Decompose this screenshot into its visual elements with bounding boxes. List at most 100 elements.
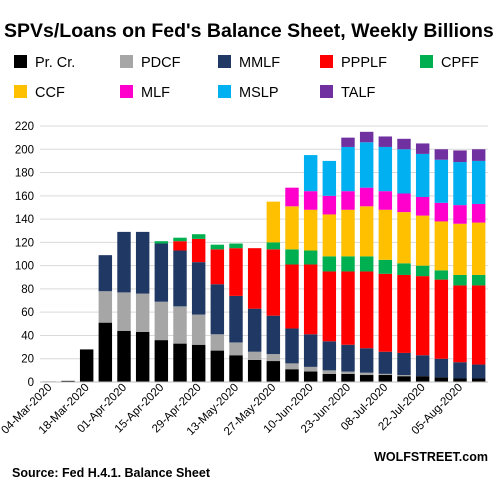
bar-segment-cpff xyxy=(341,256,355,272)
bar-segment-ppplf xyxy=(341,271,355,345)
bar-segment-mslp xyxy=(378,146,393,192)
bar-segment-mlf xyxy=(322,195,337,215)
legend-label: TALF xyxy=(341,85,376,101)
bar-segment-mslp xyxy=(397,149,411,194)
bar-segment-mlf xyxy=(285,187,299,207)
bar-segment-ppplf xyxy=(229,248,243,296)
bar-segment-ppplf xyxy=(359,271,374,349)
chart-title: SPVs/Loans on Fed's Balance Sheet, Weekl… xyxy=(4,20,497,42)
y-tick-label: 180 xyxy=(15,168,34,180)
bar-segment-pdcf xyxy=(322,370,337,374)
bar-segment-mlf xyxy=(378,191,393,210)
bar-segment-mlf xyxy=(397,193,411,213)
bar-segment-cpff xyxy=(378,259,393,274)
bar-segment-pdcf xyxy=(154,301,169,341)
bar-segment-mmlf xyxy=(247,308,262,352)
legend-label: Pr. Cr. xyxy=(35,55,75,71)
bar-segment-cpff xyxy=(210,244,225,250)
bar-segment-pr-cr xyxy=(266,361,281,382)
bar-segment-mmlf xyxy=(191,262,206,315)
legend-swatch-ccf xyxy=(14,85,27,98)
bar-segment-pr-cr xyxy=(303,371,318,382)
legend-swatch-talf xyxy=(320,85,333,98)
bar-segment-ppplf xyxy=(266,249,281,316)
legend-swatch-mlf xyxy=(120,85,133,98)
bar-segment-ccf xyxy=(471,222,486,275)
bar-segment-ppplf xyxy=(378,273,393,352)
y-tick-label: 20 xyxy=(21,354,34,366)
legend-swatch-cpff xyxy=(420,55,433,68)
bar-segment-pr-cr xyxy=(154,340,169,382)
bar-segment-ppplf xyxy=(397,274,411,353)
y-tick-label: 140 xyxy=(15,214,34,226)
bar-segment-mlf xyxy=(303,191,318,210)
bar-segment-pr-cr xyxy=(285,369,299,382)
bar-segment-mslp xyxy=(322,160,337,196)
bar-segment-pr-cr xyxy=(434,377,449,382)
bar-segment-mmlf xyxy=(98,255,113,292)
bar-segment-ppplf xyxy=(173,241,187,251)
bar-segment-pdcf xyxy=(135,293,150,332)
bar-segment-cpff xyxy=(266,242,281,250)
bar-segment-pr-cr xyxy=(135,331,150,382)
bar-segment-pdcf xyxy=(117,292,131,331)
bars xyxy=(42,131,486,383)
bar-segment-pr-cr xyxy=(79,349,94,382)
bar-segment-talf xyxy=(378,136,393,147)
bar-segment-mlf xyxy=(471,203,486,223)
bar-segment-talf xyxy=(434,149,449,160)
bar-segment-pr-cr xyxy=(341,373,355,382)
bar-segment-cpff xyxy=(191,234,206,239)
bar-segment-mslp xyxy=(434,159,449,203)
brand-label: WOLFSTREET.com xyxy=(374,450,488,464)
bar-segment-cpff xyxy=(154,241,169,244)
bar-segment-mmlf xyxy=(434,358,449,378)
bar-segment-pdcf xyxy=(210,334,225,351)
bar-segment-mmlf xyxy=(210,284,225,335)
bar-segment-mmlf xyxy=(359,348,374,373)
bar-segment-pr-cr xyxy=(453,378,467,382)
bar-segment-mslp xyxy=(471,160,486,204)
legend-swatch-mmlf xyxy=(218,55,231,68)
bar-segment-pdcf xyxy=(191,314,206,345)
bar-segment-pdcf xyxy=(173,306,187,344)
bar-segment-cpff xyxy=(434,270,449,280)
legend-label: CCF xyxy=(35,85,65,101)
bar-segment-pr-cr xyxy=(247,359,262,382)
bar-segment-mlf xyxy=(415,196,430,216)
bar-segment-pr-cr xyxy=(98,322,113,382)
bar-segment-mmlf xyxy=(378,351,393,374)
bar-segment-talf xyxy=(453,150,467,163)
bar-segment-cpff xyxy=(229,243,243,249)
bar-segment-cpff xyxy=(303,250,318,265)
bar-segment-ppplf xyxy=(471,285,486,365)
legend-label: MSLP xyxy=(239,85,279,101)
bar-segment-mslp xyxy=(303,155,318,192)
bar-segment-ccf xyxy=(397,212,411,264)
legend-label: MMLF xyxy=(239,55,280,71)
bar-segment-talf xyxy=(415,143,430,154)
bar-segment-pdcf xyxy=(285,363,299,370)
bar-segment-ppplf xyxy=(285,264,299,329)
bar-segment-pdcf xyxy=(341,371,355,374)
bar-segment-mmlf xyxy=(229,295,243,343)
bar-segment-pr-cr xyxy=(210,350,225,382)
bar-segment-mlf xyxy=(359,187,374,207)
bar-segment-ppplf xyxy=(210,249,225,285)
bar-segment-pdcf xyxy=(378,373,393,376)
bar-segment-mmlf xyxy=(341,344,355,372)
bar-segment-mmlf xyxy=(322,341,337,371)
legend: Pr. Cr. PDCF MMLF PPPLF CPFF CCF MLF MSLP TALF xyxy=(14,55,479,101)
y-tick-label: 100 xyxy=(15,261,34,273)
bar-segment-ccf xyxy=(266,201,281,243)
bar-segment-pdcf xyxy=(229,342,243,356)
bar-segment-mlf xyxy=(341,191,355,210)
y-tick-label: 220 xyxy=(15,121,34,133)
y-tick-label: 80 xyxy=(21,284,34,296)
bar-segment-ccf xyxy=(303,209,318,251)
bar-segment-ccf xyxy=(285,206,299,250)
bar-segment-pr-cr xyxy=(415,376,430,382)
bar-segment-mslp xyxy=(453,162,467,206)
bar-segment-cpff xyxy=(359,256,374,272)
